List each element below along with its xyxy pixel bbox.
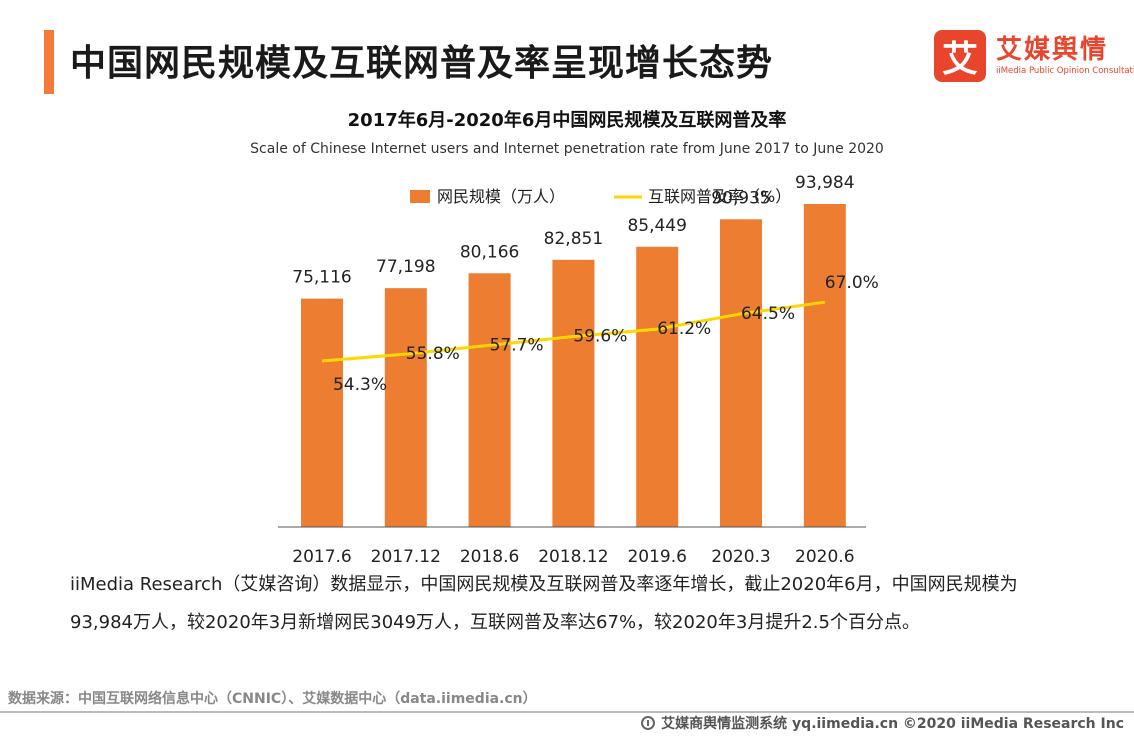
bar [636, 246, 679, 527]
x-tick-label: 2020.3 [711, 547, 770, 567]
chart-subtitle: Scale of Chinese Internet users and Inte… [250, 141, 884, 157]
footer-divider [0, 711, 1134, 713]
page-title: 中国网民规模及互联网普及率呈现增长态势 [70, 43, 774, 84]
x-tick-label: 2020.6 [795, 547, 854, 567]
rate-value-label: 67.0% [825, 273, 879, 293]
bar-value-label: 93,984 [795, 173, 854, 193]
rate-value-label: 59.6% [573, 326, 627, 346]
logo-cn: 艾媒舆情 [996, 35, 1109, 65]
bar-value-label: 90,935 [711, 188, 770, 208]
bar [720, 219, 762, 527]
rate-value-label: 61.2% [657, 319, 711, 339]
x-tick-label: 2017.12 [371, 547, 441, 567]
chart-title: 2017年6月-2020年6月中国网民规模及互联网普及率 [347, 110, 787, 131]
bar-value-label: 82,851 [544, 229, 603, 249]
bar [301, 298, 343, 527]
logo-en: iiMedia Public Opinion Consultation [996, 66, 1134, 76]
rate-value-label: 64.5% [741, 304, 795, 324]
legend-line-label: 互联网普及率（%） [648, 187, 791, 206]
rate-value-label: 54.3% [333, 375, 387, 395]
combo-chart: 网民规模（万人） 互联网普及率（%） 75,116 77,198 80,166 82,… [278, 173, 879, 567]
rate-value-labels: 54.3% 55.8% 57.7% 59.6% 61.2% 64.5% 67.0% [333, 273, 879, 395]
bar [803, 203, 846, 527]
rate-value-label: 55.8% [406, 344, 460, 364]
globe-icon [641, 716, 656, 730]
title-accent-bar [44, 30, 54, 94]
chart-legend: 网民规模（万人） 互联网普及率（%） [410, 187, 791, 206]
bar-value-label: 75,116 [292, 268, 351, 288]
rate-line [321, 300, 826, 363]
bar [468, 273, 511, 527]
logo-mark-icon: 艾 [934, 30, 986, 82]
bar-value-label: 77,198 [376, 257, 435, 277]
bar [384, 288, 427, 527]
bar-value-label: 85,449 [627, 216, 686, 236]
description-text: iiMedia Research（艾媒咨询）数据显示，中国网民规模及互联网普及率… [70, 574, 1018, 633]
x-tick-label: 2018.6 [460, 547, 519, 567]
x-tick-labels: 2017.6 2017.12 2018.6 2018.12 2019.6 2020.3 20… [292, 547, 854, 567]
x-tick-label: 2019.6 [627, 547, 686, 567]
bar-value-labels: 75,116 77,198 80,166 82,851 85,449 90,935 93,9… [292, 173, 854, 288]
x-tick-label: 2018.12 [538, 547, 608, 567]
brand-logo[interactable]: 艾 艾媒舆情 iiMedia Public Opinion Consultati… [934, 30, 1134, 82]
logo-text: 艾媒舆情 iiMedia Public Opinion Consultation [996, 35, 1134, 77]
footer: 艾媒商舆情监测系统 yq.iimedia.cn ©2020 iiMedia Re… [641, 713, 1124, 733]
bar-value-label: 80,166 [460, 242, 519, 262]
bar [552, 259, 595, 527]
bar-series [301, 203, 846, 527]
footer-text: 艾媒商舆情监测系统 yq.iimedia.cn ©2020 iiMedia Re… [661, 716, 1124, 732]
legend-bar-swatch [410, 190, 430, 203]
data-source: 数据来源：中国互联网络信息中心（CNNIC）、艾媒数据中心（data.iimed… [8, 691, 537, 707]
legend-bar-label: 网民规模（万人） [437, 187, 565, 206]
rate-value-label: 57.7% [490, 335, 544, 355]
x-tick-label: 2017.6 [292, 547, 351, 567]
